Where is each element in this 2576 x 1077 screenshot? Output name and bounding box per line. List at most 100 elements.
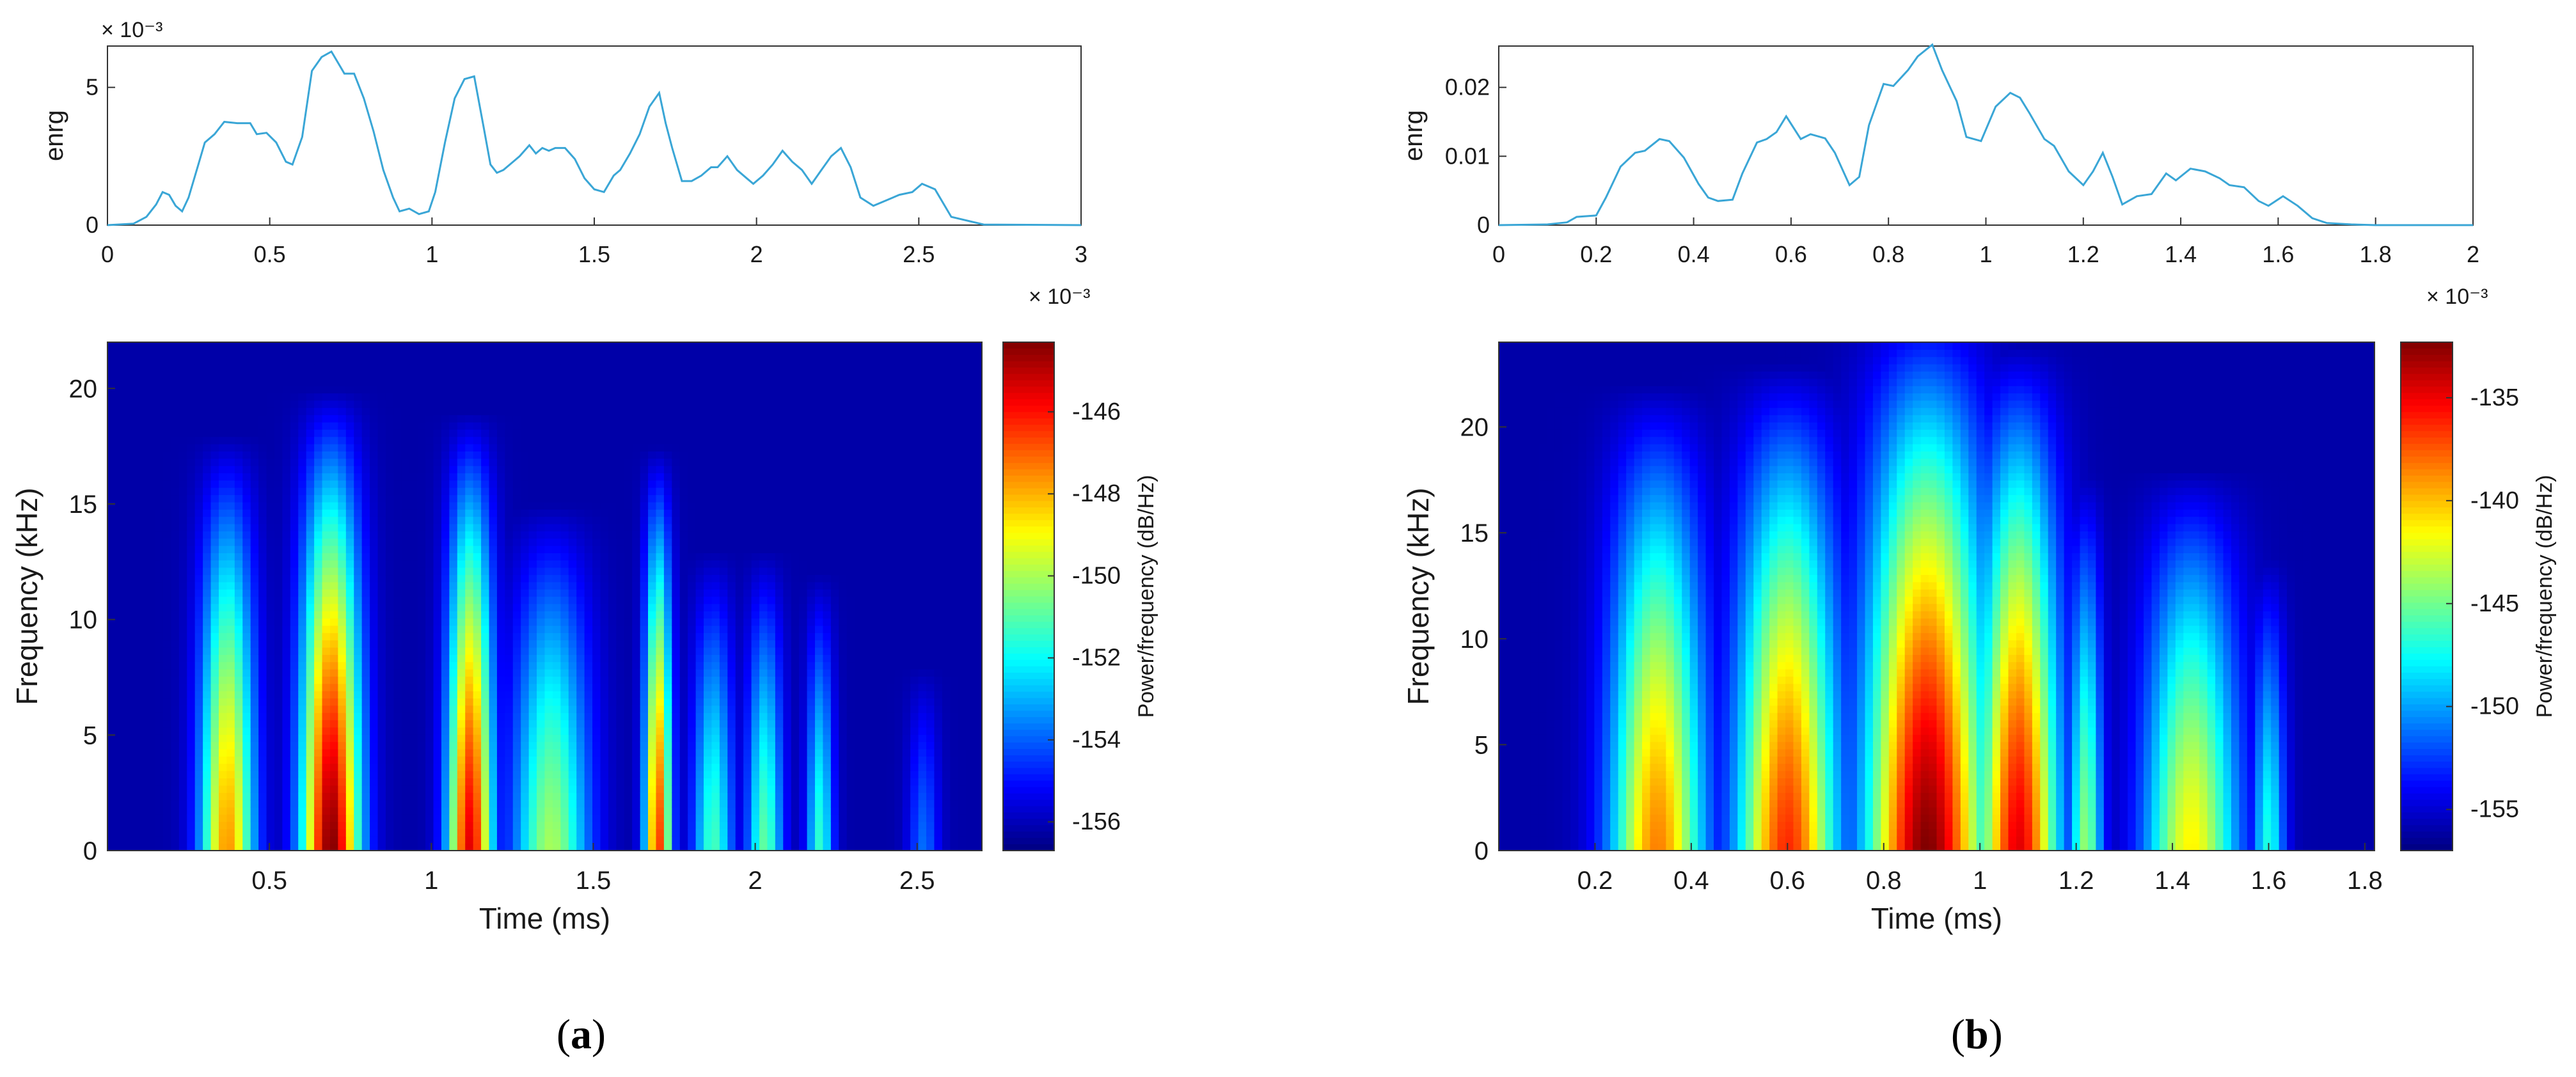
- spectrogram-cell: [489, 683, 498, 691]
- spectrogram-cell: [306, 741, 315, 750]
- spectrogram-cell: [576, 509, 585, 517]
- spectrogram-cell: [425, 763, 434, 771]
- spectrogram-cell: [496, 778, 505, 786]
- spectrogram-cell: [537, 429, 546, 437]
- spectrogram-cell: [544, 378, 553, 386]
- spectrogram-cell: [632, 698, 641, 706]
- spectrogram-cell: [457, 429, 466, 437]
- spectrogram-cell: [345, 378, 354, 386]
- spectrogram-cell: [465, 640, 474, 648]
- spectrogram-cell: [155, 836, 164, 844]
- spectrogram-cell: [162, 451, 172, 459]
- spectrogram-cell: [417, 444, 426, 452]
- spectrogram-cell: [345, 763, 354, 771]
- spectrogram-cell: [274, 589, 283, 597]
- spectrogram-cell: [226, 712, 235, 721]
- spectrogram-cell: [107, 763, 116, 771]
- spectrogram-cell: [457, 640, 466, 648]
- spectrogram-cell: [210, 589, 219, 597]
- spectrogram-cell: [162, 342, 172, 350]
- spectrogram-cell: [354, 473, 363, 481]
- spectrogram-cell: [640, 633, 649, 641]
- spectrogram-cell: [178, 378, 187, 386]
- spectrogram-cell: [663, 669, 672, 677]
- spectrogram-cell: [218, 705, 228, 713]
- spectrogram-cell: [131, 501, 140, 510]
- spectrogram-cell: [576, 821, 585, 829]
- spectrogram-cell: [632, 661, 641, 670]
- spectrogram-cell: [584, 698, 593, 706]
- spectrogram-cell: [433, 342, 442, 350]
- spectrogram-cell: [314, 719, 323, 728]
- spectrogram-cell: [377, 669, 386, 677]
- spectrogram-cell: [314, 414, 323, 423]
- spectrogram-cell: [258, 828, 267, 837]
- spectrogram-cell: [537, 509, 546, 517]
- spectrogram-cell: [441, 640, 450, 648]
- spectrogram-cell: [162, 836, 172, 844]
- spectrogram-cell: [322, 487, 331, 496]
- spectrogram-cell: [560, 828, 569, 837]
- spectrogram-cell: [552, 756, 561, 764]
- spectrogram-cell: [162, 458, 172, 466]
- spectrogram-cell: [290, 727, 299, 735]
- spectrogram-cell: [608, 633, 617, 641]
- spectrogram-cell: [306, 806, 315, 815]
- spectrogram-cell: [226, 647, 235, 655]
- spectrogram-cell: [282, 676, 291, 684]
- spectrogram-cell: [616, 429, 625, 437]
- spectrogram-cell: [139, 436, 148, 444]
- spectrogram-cell: [600, 763, 609, 771]
- spectrogram-cell: [147, 611, 156, 619]
- spectrogram-cell: [663, 501, 672, 510]
- spectrogram-cell: [194, 763, 203, 771]
- spectrogram-cell: [139, 400, 148, 408]
- spectrogram-cell: [568, 603, 577, 611]
- spectrogram-cell: [218, 349, 228, 358]
- spectrogram-cell: [528, 640, 537, 648]
- spectrogram-cell: [329, 669, 338, 677]
- spectrogram-cell: [449, 771, 458, 779]
- spectrogram-cell: [226, 444, 235, 452]
- spectrogram-cell: [155, 553, 164, 561]
- spectrogram-cell: [107, 356, 116, 365]
- spectrogram-cell: [521, 625, 530, 633]
- spectrogram-cell: [131, 436, 140, 444]
- spectrogram-cell: [544, 705, 553, 713]
- spectrogram-cell: [155, 698, 164, 706]
- spectrogram-cell: [496, 705, 505, 713]
- spectrogram-cell: [290, 691, 299, 699]
- spectrogram-cell: [203, 661, 212, 670]
- spectrogram-cell: [544, 640, 553, 648]
- spectrogram-cell: [370, 574, 379, 583]
- spectrogram-cell: [616, 654, 625, 663]
- spectrogram-cell: [203, 567, 212, 576]
- spectrogram-cell: [465, 741, 474, 750]
- spectrogram-cell: [314, 516, 323, 524]
- spectrogram-cell: [521, 494, 530, 503]
- spectrogram-cell: [139, 421, 148, 430]
- spectrogram-cell: [306, 763, 315, 771]
- spectrogram-cell: [449, 806, 458, 815]
- spectrogram-cell: [385, 378, 394, 386]
- spectrogram-cell: [250, 792, 259, 801]
- spectrogram-cell: [473, 741, 482, 750]
- spectrogram-cell: [345, 669, 354, 677]
- spectrogram-cell: [528, 371, 537, 379]
- spectrogram-cell: [568, 618, 577, 626]
- spectrogram-cell: [322, 792, 331, 801]
- spectrogram-cell: [441, 393, 450, 401]
- spectrogram-cell: [441, 349, 450, 358]
- spectrogram-cell: [210, 698, 219, 706]
- spectrogram-cell: [178, 364, 187, 372]
- spectrogram-cell: [537, 799, 546, 808]
- spectrogram-cell: [417, 596, 426, 604]
- spectrogram-cell: [266, 589, 275, 597]
- spectrogram-cell: [345, 814, 354, 822]
- spectrogram-cell: [544, 480, 553, 488]
- spectrogram-cell: [123, 378, 132, 386]
- spectrogram-cell: [417, 763, 426, 771]
- spectrogram-cell: [417, 640, 426, 648]
- spectrogram-cell: [537, 749, 546, 757]
- spectrogram-cell: [377, 509, 386, 517]
